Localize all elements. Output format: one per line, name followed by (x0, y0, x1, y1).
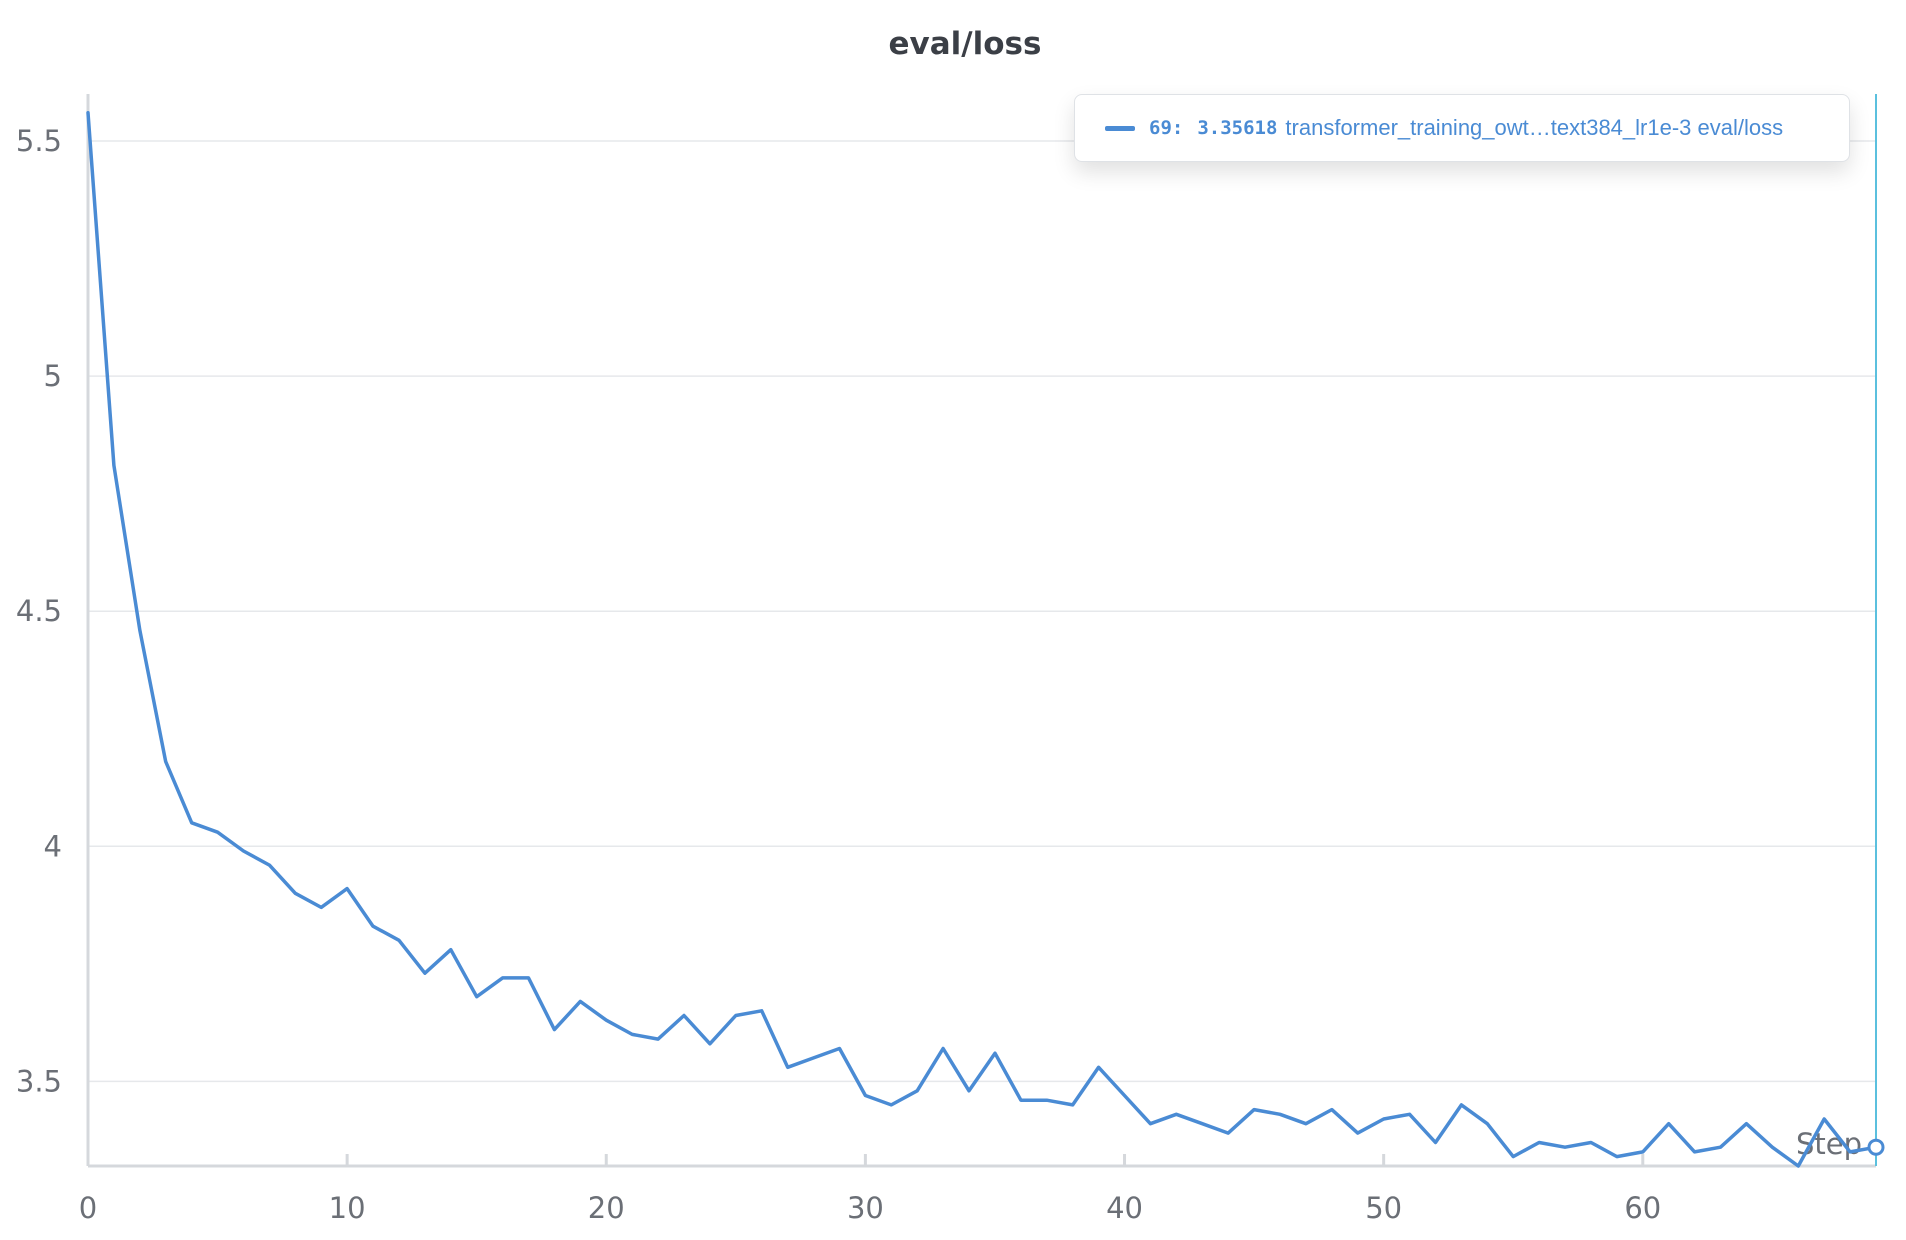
x-tick-label: 50 (1365, 1191, 1402, 1225)
x-tick-label: 20 (588, 1191, 625, 1225)
hover-legend: 69:3.35618 transformer_training_owt…text… (1074, 94, 1850, 162)
series-swatch (1105, 125, 1135, 131)
x-tick-label: 40 (1106, 1191, 1143, 1225)
chart-title: eval/loss (889, 26, 1042, 62)
axes: 3.5 4 4.5 5 5.5 0 10 20 30 40 50 60 Step (16, 94, 1876, 1225)
x-tick-label: 0 (79, 1191, 97, 1225)
x-axis-label: Step (1796, 1127, 1862, 1161)
cursor-point (1867, 1138, 1885, 1156)
y-tick-label: 3.5 (16, 1064, 62, 1098)
legend-separator: : (1171, 117, 1184, 139)
x-tick-label: 30 (847, 1191, 884, 1225)
y-tick-label: 5 (44, 359, 62, 393)
y-tick-label: 4 (44, 829, 62, 863)
legend-run-name: transformer_training_owt…text384_lr1e-3 … (1285, 115, 1784, 140)
legend-value: 3.35618 (1197, 117, 1278, 139)
legend-step: 69 (1149, 117, 1172, 139)
x-tick-label: 10 (329, 1191, 366, 1225)
y-tick-label: 5.5 (16, 124, 62, 158)
grid (88, 140, 1876, 1083)
y-tick-label: 4.5 (16, 594, 62, 628)
x-tick-label: 60 (1624, 1191, 1661, 1225)
series-group (86, 111, 1878, 1168)
series-line (86, 111, 1878, 1168)
hover-cursor (1867, 94, 1885, 1166)
